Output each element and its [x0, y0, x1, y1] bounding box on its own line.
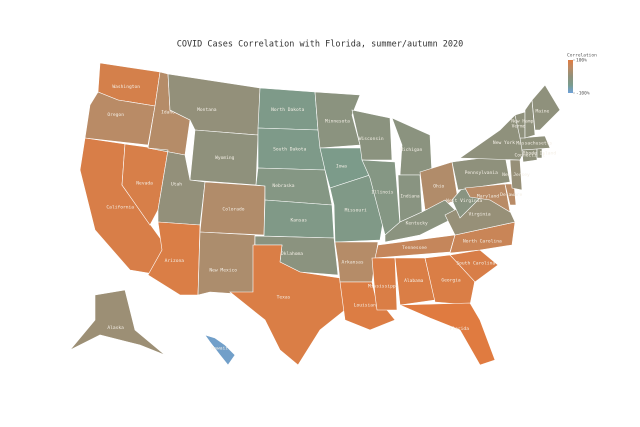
state: [449, 249, 499, 283]
state: [147, 221, 201, 296]
state-label: Connecticut: [515, 153, 546, 159]
state-label: Michigan: [400, 147, 422, 153]
state: [531, 84, 561, 131]
state-label: Alabama: [404, 278, 424, 284]
colorbar-title: Correlation: [567, 53, 597, 59]
state-label: Rhode Island: [523, 151, 556, 157]
state-label: Kentucky: [406, 221, 428, 227]
state-label: South Carolina: [456, 261, 495, 267]
state-label: Colorado: [222, 206, 244, 212]
state: [69, 289, 166, 356]
state-label: Oregon: [107, 112, 124, 118]
state: [384, 199, 461, 243]
state-label: Iowa: [336, 163, 347, 169]
state: [229, 244, 346, 366]
map-title: COVID Cases Correlation with Florida, su…: [177, 40, 464, 50]
state-label: Ohio: [433, 184, 444, 190]
state-label: Virginia: [469, 212, 491, 218]
state-label: Minnesota: [325, 118, 350, 124]
state-label: Delaware: [500, 192, 522, 198]
state-label: New Hampshire: [511, 118, 547, 124]
state-label: Idaho: [161, 110, 175, 116]
state-label: Kansas: [290, 217, 307, 223]
state-label: New Jersey: [502, 172, 530, 178]
state: [371, 257, 398, 311]
state-label: California: [106, 205, 134, 211]
state-label: Maryland: [477, 194, 499, 200]
state-label: Utah: [171, 182, 182, 188]
state-label: Texas: [277, 295, 291, 301]
state-label: Georgia: [441, 278, 461, 284]
state-label: Mississippi: [368, 284, 399, 290]
state: [339, 281, 396, 331]
colorbar-tick-label: 100%: [576, 58, 587, 64]
state-label: Oklahoma: [281, 251, 303, 257]
state-label: Illinois: [371, 190, 393, 196]
state-label: South Dakota: [273, 147, 306, 153]
state: [204, 334, 236, 366]
state-label: Alaska: [107, 325, 124, 331]
state-label: West Virginia: [446, 198, 482, 204]
state-label: Missouri: [345, 208, 367, 214]
state: [197, 231, 256, 296]
state: [519, 135, 551, 151]
state-label: Wisconsin: [359, 136, 384, 142]
state-label: Louisiana: [354, 302, 379, 308]
state: [351, 109, 393, 161]
state-label: North Carolina: [463, 239, 502, 245]
state: [391, 117, 433, 176]
state-label: Indiana: [400, 194, 420, 200]
state-label: Nebraska: [272, 183, 294, 189]
state-label: Pennsylvania: [465, 170, 498, 176]
state: [504, 183, 517, 206]
state-label: Tennessee: [402, 245, 427, 251]
state: [524, 99, 536, 139]
state: [84, 91, 156, 146]
state-label: Maine: [535, 109, 549, 115]
colorbar: [568, 60, 573, 93]
state-label: Hawaii: [211, 345, 228, 351]
state-label: Nevada: [136, 180, 153, 186]
state-label: Arizona: [165, 258, 185, 264]
state-label: Montana: [197, 107, 217, 113]
state-label: Washington: [112, 84, 140, 90]
state-label: Florida: [450, 326, 470, 332]
state-label: Massachusetts: [516, 141, 552, 147]
states: Washington Oregon California Nevada Idaho Mon…: [69, 62, 561, 366]
state-label: North Dakota: [271, 107, 304, 113]
colorbar-tick-label: -100%: [576, 91, 590, 97]
state-label: New York: [493, 140, 515, 146]
state: [399, 302, 496, 366]
state-label: New Mexico: [209, 267, 237, 273]
state-label: Arkansas: [342, 260, 364, 266]
state-label: Vermont: [512, 123, 532, 129]
state: [464, 183, 511, 213]
state-label: Wyoming: [215, 155, 235, 161]
